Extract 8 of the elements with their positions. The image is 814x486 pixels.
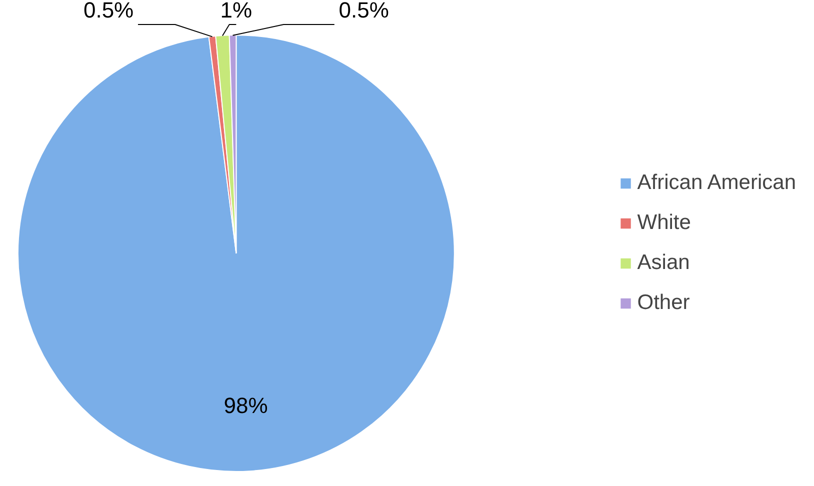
data-label: 98% <box>224 393 268 418</box>
legend-label: Other <box>637 291 690 315</box>
data-label: 0.5% <box>83 0 134 22</box>
data-label: 1% <box>220 0 252 22</box>
data-label: 0.5% <box>338 0 389 22</box>
legend-label: White <box>637 211 691 235</box>
legend-label: African American <box>637 171 796 195</box>
legend-label: Asian <box>637 251 690 275</box>
